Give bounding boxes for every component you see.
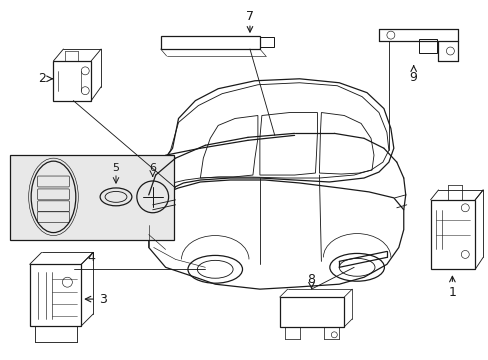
Text: 2: 2 bbox=[38, 72, 45, 85]
Text: 1: 1 bbox=[447, 286, 455, 299]
Text: 9: 9 bbox=[409, 71, 417, 84]
FancyBboxPatch shape bbox=[10, 155, 173, 239]
Text: 7: 7 bbox=[245, 10, 253, 23]
Text: 8: 8 bbox=[307, 273, 315, 286]
Text: 5: 5 bbox=[112, 163, 119, 173]
Text: 6: 6 bbox=[149, 163, 156, 173]
Text: 4: 4 bbox=[87, 251, 95, 265]
Text: 3: 3 bbox=[99, 293, 107, 306]
